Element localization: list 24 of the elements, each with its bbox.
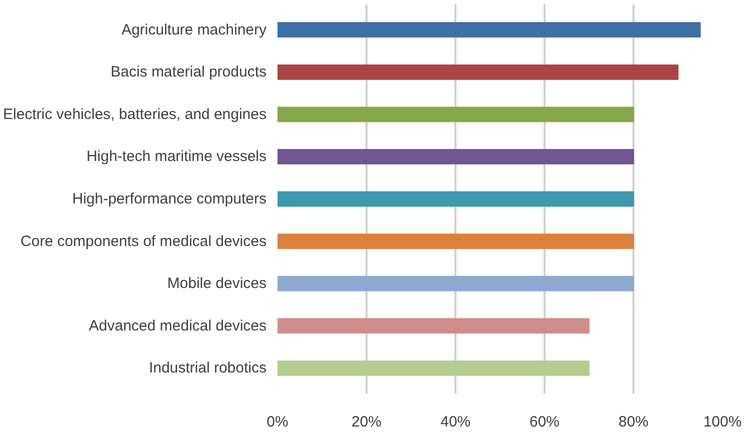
y-tick-label: Bacis material products (110, 64, 267, 81)
y-tick-label: Advanced medical devices (88, 317, 267, 334)
y-tick-label: High-performance computers (72, 190, 267, 208)
bar (278, 360, 590, 376)
y-tick-label: Core components of medical devices (20, 232, 267, 250)
x-tick-label: 60% (529, 414, 560, 430)
x-tick-label: 0% (266, 414, 288, 430)
bar (278, 64, 678, 80)
y-tick-label: Electric vehicles, batteries, and engines (3, 106, 267, 123)
y-tick-label: Agriculture machinery (121, 21, 267, 38)
bar (278, 22, 701, 38)
bar (278, 191, 634, 207)
bar (278, 318, 590, 334)
y-tick-label: Industrial robotics (148, 360, 267, 377)
y-tick-label: Mobile devices (167, 275, 267, 292)
x-tick-label: 100% (703, 414, 742, 430)
bar (278, 149, 634, 164)
bar (278, 234, 634, 249)
bar (278, 106, 634, 122)
bar (278, 276, 634, 292)
x-tick-label: 80% (618, 414, 649, 430)
y-tick-label: High-tech maritime vessels (86, 148, 267, 166)
x-tick-label: 20% (351, 414, 382, 430)
x-tick-label: 40% (440, 414, 471, 430)
